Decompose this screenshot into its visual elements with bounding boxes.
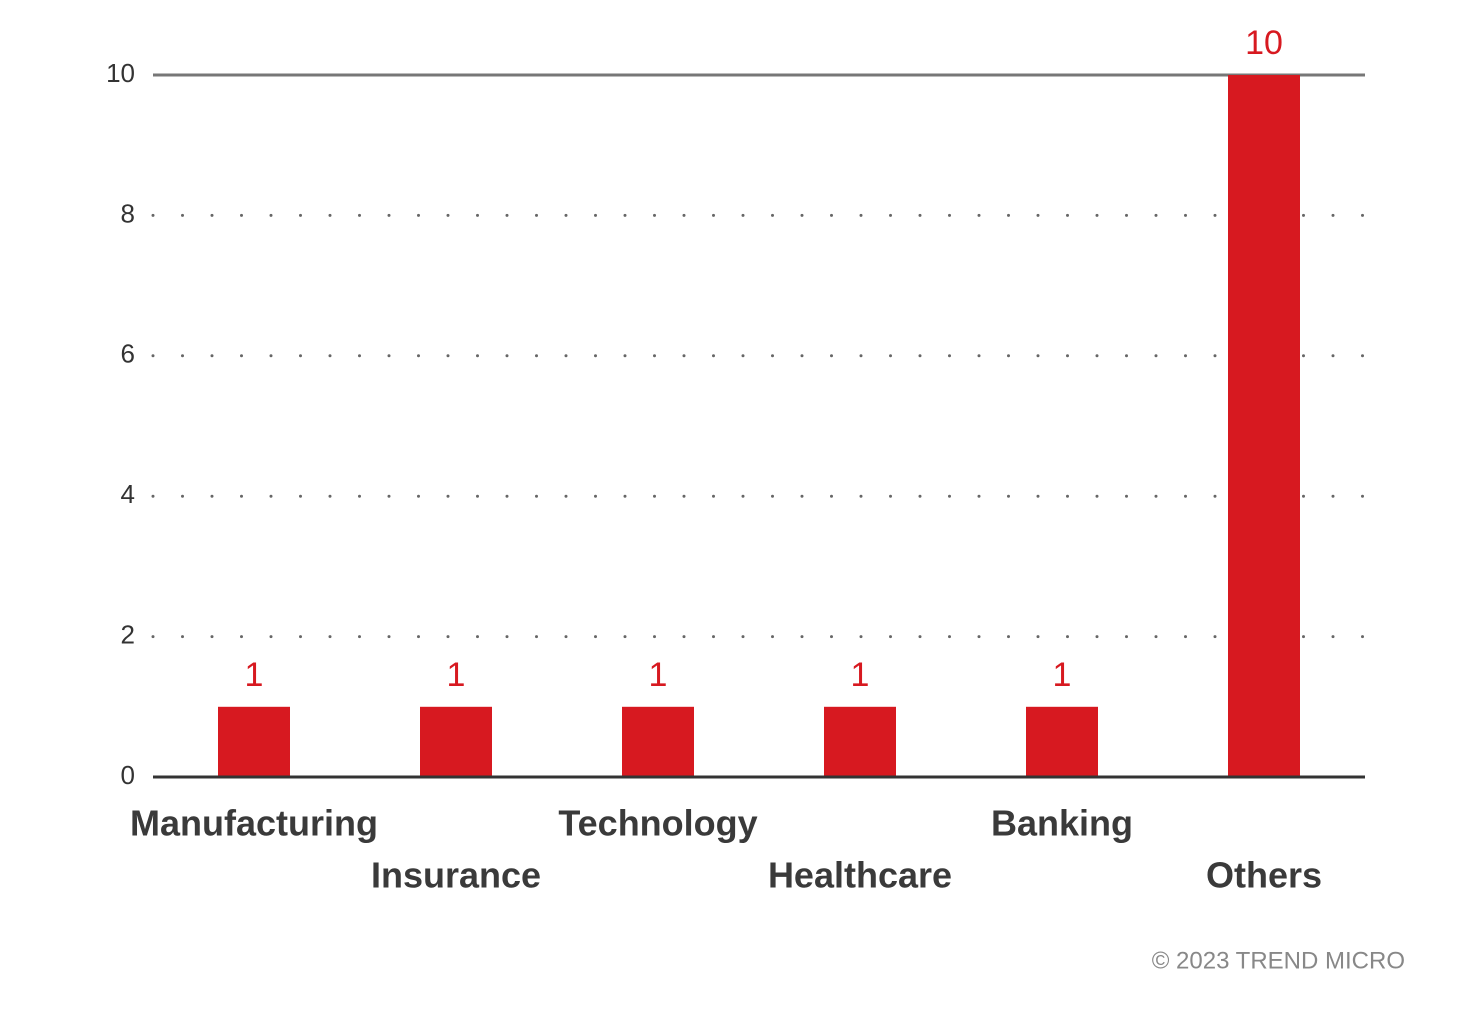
y-tick-label: 0 bbox=[121, 760, 135, 790]
y-tick-label: 6 bbox=[121, 339, 135, 369]
bar bbox=[622, 706, 694, 777]
y-tick-label: 8 bbox=[121, 198, 135, 228]
bar bbox=[824, 706, 896, 777]
value-label: 1 bbox=[851, 656, 870, 694]
y-tick-label: 10 bbox=[106, 58, 135, 88]
value-label: 10 bbox=[1245, 24, 1283, 62]
y-tick-label: 2 bbox=[121, 619, 135, 649]
y-tick-label: 4 bbox=[121, 479, 135, 509]
bar bbox=[1026, 706, 1098, 777]
value-label: 1 bbox=[245, 656, 264, 694]
bar bbox=[420, 706, 492, 777]
bar bbox=[218, 706, 290, 777]
value-label: 1 bbox=[649, 656, 668, 694]
value-label: 1 bbox=[447, 656, 466, 694]
bar bbox=[1228, 75, 1300, 777]
x-tick-label: Healthcare bbox=[768, 855, 952, 896]
credit: © 2023 TREND MICRO bbox=[1152, 947, 1405, 974]
value-label: 1 bbox=[1053, 656, 1072, 694]
x-tick-label: Banking bbox=[991, 803, 1133, 844]
x-tick-label: Manufacturing bbox=[130, 803, 378, 844]
x-tick-label: Others bbox=[1206, 855, 1322, 896]
x-tick-label: Technology bbox=[558, 803, 757, 844]
x-tick-label: Insurance bbox=[371, 855, 541, 896]
